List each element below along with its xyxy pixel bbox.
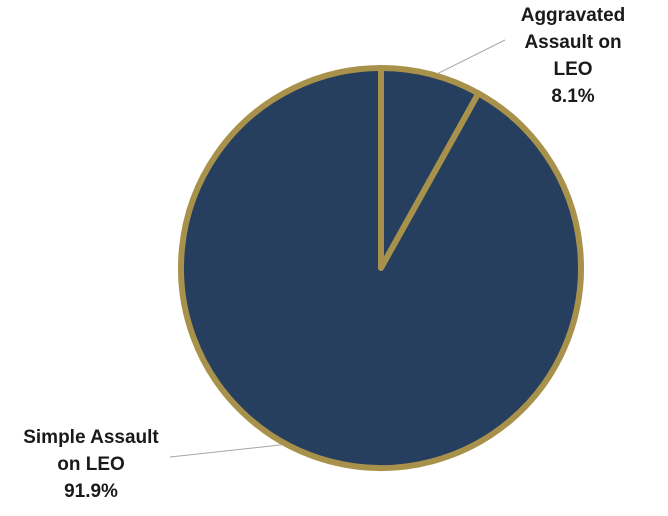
pie-slice-1 xyxy=(178,65,584,471)
slice-label-aggravated-line-1: Aggravated xyxy=(520,5,626,26)
slice-value-aggravated: 8.1% xyxy=(551,86,595,107)
leader-line-1 xyxy=(169,444,284,458)
slice-label-aggravated-assault: Aggravated Assault on LEO 8.1% xyxy=(508,2,638,110)
leader-lines xyxy=(169,39,506,458)
pie-slices xyxy=(178,65,584,471)
slice-label-aggravated-line-3: LEO xyxy=(553,59,593,80)
leader-line-0 xyxy=(436,39,506,75)
slice-label-simple-assault: Simple Assault on LEO 91.9% xyxy=(0,424,182,505)
slice-value-simple: 91.9% xyxy=(64,481,118,502)
slice-label-aggravated-line-2: Assault on xyxy=(524,32,622,53)
slice-label-simple-line-2: on LEO xyxy=(57,454,125,475)
slice-label-simple-line-1: Simple Assault xyxy=(23,427,159,448)
